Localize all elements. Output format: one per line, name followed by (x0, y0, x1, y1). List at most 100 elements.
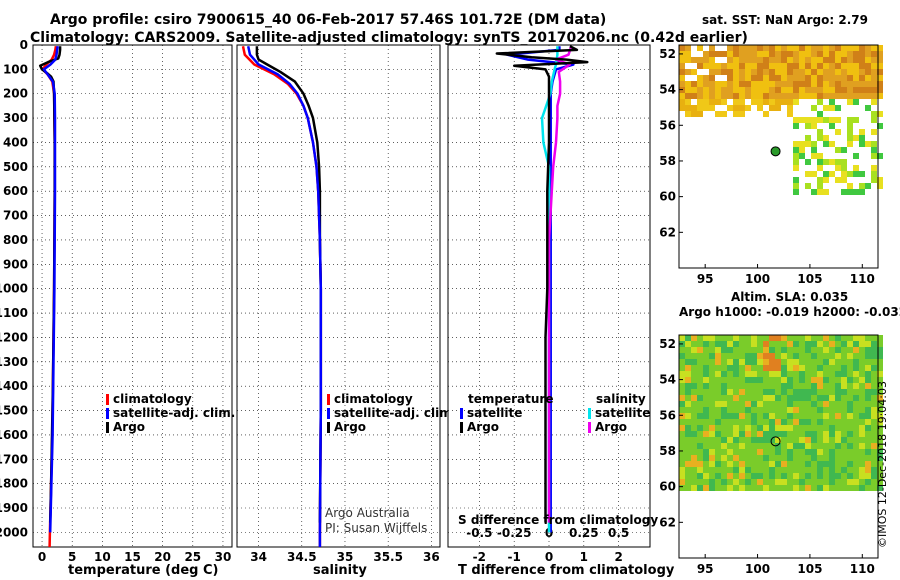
map-cell (823, 57, 829, 63)
map-cell (709, 395, 715, 401)
map-cell (805, 93, 811, 99)
map-cell (877, 347, 883, 353)
map-cell (727, 395, 733, 401)
map-cell (781, 413, 787, 419)
map-cell (691, 377, 697, 383)
map-cell (817, 81, 823, 87)
map-cell (865, 371, 871, 377)
map-cell (799, 437, 805, 443)
map-cell (865, 69, 871, 75)
map-cell (721, 81, 727, 87)
map-cell (811, 443, 817, 449)
map-cell (709, 479, 715, 485)
map-cell (805, 45, 811, 51)
map-field (679, 335, 883, 491)
map-cell (799, 473, 805, 479)
map-cell (763, 425, 769, 431)
map-cell (877, 63, 883, 69)
map-cell (685, 407, 691, 413)
map-cell (793, 93, 799, 99)
map-cell (703, 443, 709, 449)
map-cell (841, 401, 847, 407)
map-cell (853, 347, 859, 353)
map-cell (763, 479, 769, 485)
map-cell (769, 467, 775, 473)
map-cell (757, 389, 763, 395)
map-cell (763, 431, 769, 437)
map-cell (757, 69, 763, 75)
map-cell (715, 407, 721, 413)
map-cell (769, 51, 775, 57)
map-cell (715, 443, 721, 449)
x-tick-label: 30 (215, 550, 232, 564)
map-cell (793, 413, 799, 419)
map-cell (805, 407, 811, 413)
map-cell (751, 383, 757, 389)
map-cell (805, 171, 811, 177)
map-cell (727, 57, 733, 63)
map-cell (859, 189, 865, 195)
map-cell (841, 461, 847, 467)
map-cell (727, 359, 733, 365)
map-cell (691, 461, 697, 467)
map-cell (787, 335, 793, 341)
map-cell (763, 455, 769, 461)
map-cell (877, 153, 883, 159)
map-cell (763, 413, 769, 419)
map-cell (685, 93, 691, 99)
map-cell (775, 419, 781, 425)
map-cell (697, 479, 703, 485)
map-cell (727, 407, 733, 413)
map-cell (739, 111, 745, 117)
map-cell (799, 81, 805, 87)
map-cell (877, 377, 883, 383)
map-cell (847, 371, 853, 377)
depth-tick-label: 900 (3, 257, 28, 271)
map-cell (835, 413, 841, 419)
map-cell (685, 341, 691, 347)
map-cell (763, 69, 769, 75)
map-cell (847, 353, 853, 359)
map-cell (877, 341, 883, 347)
depth-tick-label: 1500 (0, 404, 28, 418)
map-cell (793, 353, 799, 359)
map-cell (817, 425, 823, 431)
map-cell (793, 57, 799, 63)
map-cell (877, 407, 883, 413)
map-cell (877, 359, 883, 365)
map-cell (745, 443, 751, 449)
map-cell (787, 449, 793, 455)
map-cell (793, 389, 799, 395)
map-cell (685, 443, 691, 449)
map-cell (871, 365, 877, 371)
map-cell (823, 87, 829, 93)
map-cell (745, 347, 751, 353)
map-cell (817, 437, 823, 443)
map-cell (685, 419, 691, 425)
map-cell (703, 45, 709, 51)
map-cell (853, 117, 859, 123)
map-cell (721, 365, 727, 371)
map-cell (745, 473, 751, 479)
map-cell (847, 473, 853, 479)
map-cell (799, 141, 805, 147)
map-cell (709, 347, 715, 353)
map-cell (793, 123, 799, 129)
map-cell (793, 75, 799, 81)
map-cell (823, 431, 829, 437)
map-cell (805, 75, 811, 81)
map-cell (835, 93, 841, 99)
map-cell (691, 45, 697, 51)
map-cell (811, 81, 817, 87)
legend-title-temperature: temperature (468, 392, 553, 406)
map-cell (859, 93, 865, 99)
map-cell (787, 413, 793, 419)
map-cell (787, 395, 793, 401)
map-cell (835, 57, 841, 63)
map-cell (733, 371, 739, 377)
argo-position-marker (770, 436, 781, 447)
map-cell (793, 461, 799, 467)
map-cell (865, 93, 871, 99)
map-x-tick-label: 105 (797, 562, 822, 576)
map-cell (781, 425, 787, 431)
